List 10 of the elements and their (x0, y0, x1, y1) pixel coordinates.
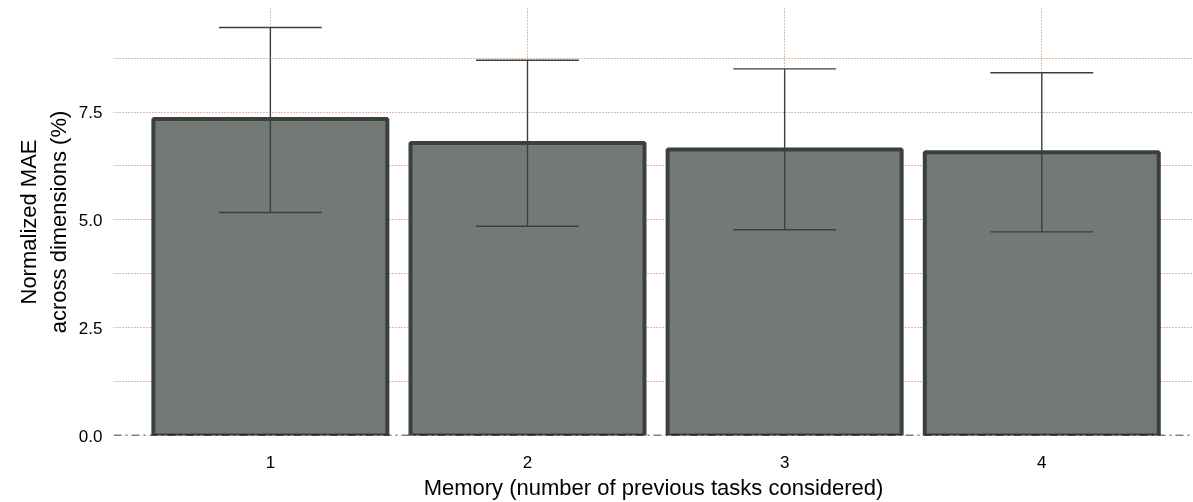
x-tick-label: 3 (779, 452, 790, 472)
x-tick-label: 2 (522, 452, 533, 472)
x-axis-title: Memory (number of previous tasks considered) (423, 474, 884, 500)
y-axis-title: Normalized MAE across dimensions (%) (15, 110, 71, 334)
x-tick-label: 4 (1037, 452, 1047, 472)
y-tick-label: 2.5 (78, 318, 103, 338)
y-tick-label: 0.0 (78, 426, 103, 446)
y-tick-label: 7.5 (78, 103, 103, 123)
x-tick-label: 1 (265, 452, 276, 472)
y-tick-label: 5.0 (78, 210, 103, 230)
